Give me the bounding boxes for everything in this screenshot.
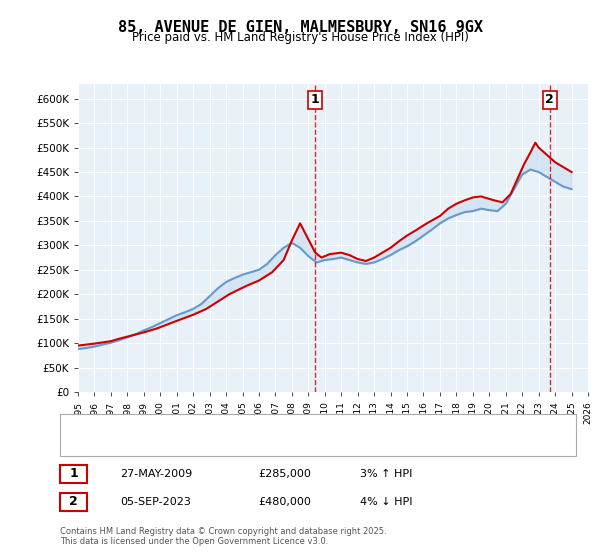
Text: HPI: Average price, detached house, Wiltshire: HPI: Average price, detached house, Wilt… bbox=[108, 441, 347, 451]
Text: 05-SEP-2023: 05-SEP-2023 bbox=[120, 497, 191, 507]
Text: 27-MAY-2009: 27-MAY-2009 bbox=[120, 469, 192, 479]
Text: £480,000: £480,000 bbox=[258, 497, 311, 507]
Text: 1: 1 bbox=[311, 93, 320, 106]
Text: Price paid vs. HM Land Registry's House Price Index (HPI): Price paid vs. HM Land Registry's House … bbox=[131, 31, 469, 44]
Text: 1: 1 bbox=[69, 467, 78, 480]
Text: Contains HM Land Registry data © Crown copyright and database right 2025.
This d: Contains HM Land Registry data © Crown c… bbox=[60, 526, 386, 546]
Text: 2: 2 bbox=[545, 93, 554, 106]
Text: 85, AVENUE DE GIEN, MALMESBURY, SN16 9GX: 85, AVENUE DE GIEN, MALMESBURY, SN16 9GX bbox=[118, 20, 482, 35]
Text: 4% ↓ HPI: 4% ↓ HPI bbox=[360, 497, 413, 507]
Text: 2: 2 bbox=[69, 495, 78, 508]
Text: £285,000: £285,000 bbox=[258, 469, 311, 479]
Text: 85, AVENUE DE GIEN, MALMESBURY, SN16 9GX (detached house): 85, AVENUE DE GIEN, MALMESBURY, SN16 9GX… bbox=[108, 424, 448, 435]
Text: 3% ↑ HPI: 3% ↑ HPI bbox=[360, 469, 412, 479]
